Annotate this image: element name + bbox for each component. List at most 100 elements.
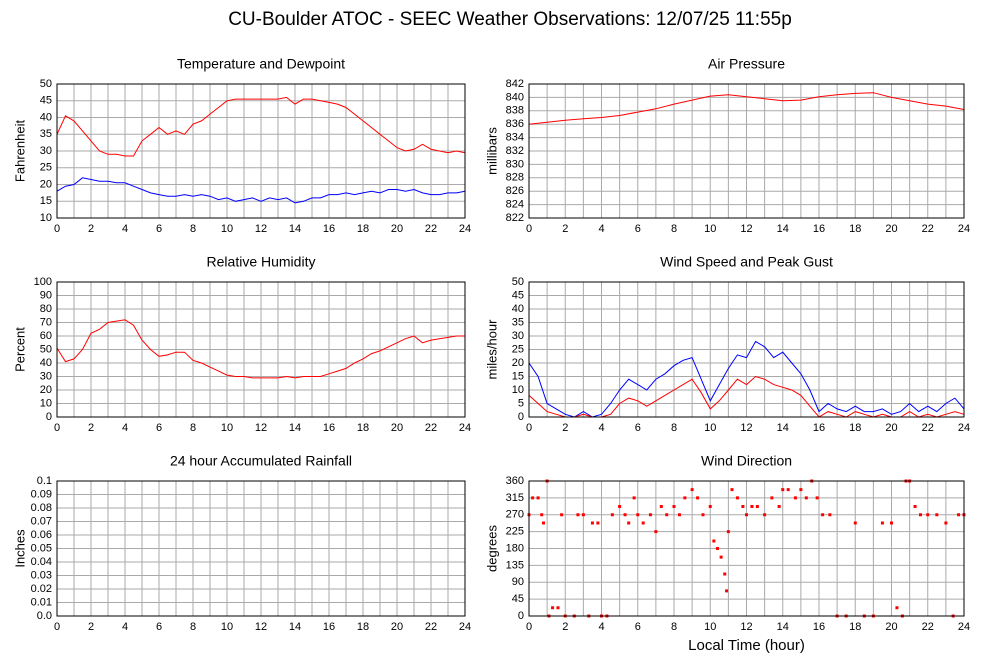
point: [708, 505, 712, 508]
y-tick-label: 20: [40, 178, 52, 190]
plot-frame: [56, 480, 466, 617]
x-tick-label: 6: [156, 223, 162, 235]
y-tick-label: 40: [40, 357, 52, 369]
point: [723, 572, 727, 576]
series-line: [56, 319, 465, 379]
y-tick-label: 80: [40, 303, 52, 315]
y-axis-label: degrees: [484, 525, 499, 572]
chart-title: Air Pressure: [708, 56, 785, 72]
x-tick-label: 12: [740, 621, 752, 633]
point: [618, 505, 622, 508]
y-tick-label: 30: [512, 330, 524, 342]
chart-title: 24 hour Accumulated Rainfall: [170, 453, 352, 469]
point: [690, 488, 694, 492]
y-axis-label: Fahrenheit: [12, 120, 27, 183]
y-tick-label: 10: [512, 384, 524, 396]
y-tick-label: 15: [512, 370, 524, 382]
x-tick-label: 16: [323, 422, 335, 434]
point: [781, 488, 785, 492]
point: [730, 488, 734, 492]
y-tick-label: 10: [40, 212, 52, 224]
y-tick-label: 45: [512, 289, 524, 301]
y-tick-label: 40: [40, 111, 52, 123]
y-tick-label: 60: [40, 330, 52, 342]
x-tick-label: 0: [526, 223, 532, 235]
x-tick-label: 8: [190, 621, 196, 633]
y-tick-label: 0: [518, 610, 524, 622]
chart-title: Temperature and Dewpoint: [177, 56, 345, 72]
x-tick-label: 4: [598, 422, 604, 434]
point: [632, 496, 636, 500]
point: [683, 496, 687, 500]
y-tick-label: 40: [512, 303, 524, 315]
x-tick-label: 12: [255, 223, 267, 235]
point: [636, 513, 640, 517]
y-tick-label: 832: [506, 145, 524, 157]
point: [551, 606, 555, 610]
x-tick-label: 8: [671, 422, 677, 434]
x-tick-label: 24: [459, 223, 471, 235]
y-tick-label: 0.1: [37, 475, 52, 487]
point: [576, 513, 580, 517]
chart-title: Wind Direction: [701, 453, 792, 469]
y-tick-label: 225: [506, 526, 524, 538]
plot-frame: [528, 480, 965, 617]
y-tick-label: 315: [506, 492, 524, 504]
y-tick-label: 0.09: [31, 488, 52, 500]
y-tick-label: 836: [506, 118, 524, 130]
plot-frame: [56, 281, 466, 418]
y-axis-label: miles/hour: [484, 319, 499, 380]
x-tick-label: 2: [562, 422, 568, 434]
point: [719, 555, 723, 559]
y-tick-label: 45: [40, 95, 52, 107]
point: [581, 513, 585, 517]
point: [919, 513, 922, 517]
y-tick-label: 826: [506, 185, 524, 197]
point: [777, 505, 781, 508]
x-tick-label: 12: [255, 422, 267, 434]
x-tick-label: 20: [885, 223, 897, 235]
x-tick-label: 2: [88, 422, 94, 434]
point: [913, 505, 917, 508]
x-tick-label: 18: [849, 422, 861, 434]
y-axis-label: millibars: [484, 127, 499, 175]
x-tick-label: 22: [922, 621, 934, 633]
y-tick-label: 838: [506, 105, 524, 117]
x-tick-label: 20: [885, 422, 897, 434]
x-tick-label: 4: [598, 223, 604, 235]
x-tick-label: 16: [813, 422, 825, 434]
point: [560, 513, 564, 517]
y-tick-label: 0: [46, 411, 52, 423]
y-axis-label: Inches: [12, 529, 27, 568]
x-tick-label: 24: [459, 621, 471, 633]
x-tick-label: 24: [958, 621, 970, 633]
series-line: [56, 96, 466, 157]
point: [696, 496, 700, 500]
y-tick-label: 50: [40, 343, 52, 355]
point: [755, 505, 759, 508]
point: [596, 521, 600, 525]
y-tick-label: 30: [40, 370, 52, 382]
point: [793, 496, 797, 500]
y-tick-label: 0.06: [31, 529, 52, 541]
point: [672, 505, 676, 508]
x-tick-label: 0: [54, 422, 60, 434]
x-tick-label: 4: [122, 422, 128, 434]
x-tick-label: 10: [704, 621, 716, 633]
point: [763, 513, 767, 517]
point: [821, 513, 825, 517]
x-tick-label: 2: [562, 223, 568, 235]
y-tick-label: 50: [512, 276, 524, 288]
point: [654, 530, 658, 534]
x-tick-label: 18: [357, 621, 369, 633]
y-tick-label: 0.03: [31, 569, 52, 581]
series-line: [528, 92, 965, 125]
page-title: CU-Boulder ATOC - SEEC Weather Observati…: [228, 9, 792, 30]
x-axis-label: Local Time (hour): [688, 637, 805, 654]
point: [556, 606, 560, 610]
x-tick-label: 18: [357, 223, 369, 235]
y-tick-label: 0.05: [31, 542, 52, 554]
point: [627, 521, 631, 525]
y-tick-label: 0.07: [31, 515, 52, 527]
